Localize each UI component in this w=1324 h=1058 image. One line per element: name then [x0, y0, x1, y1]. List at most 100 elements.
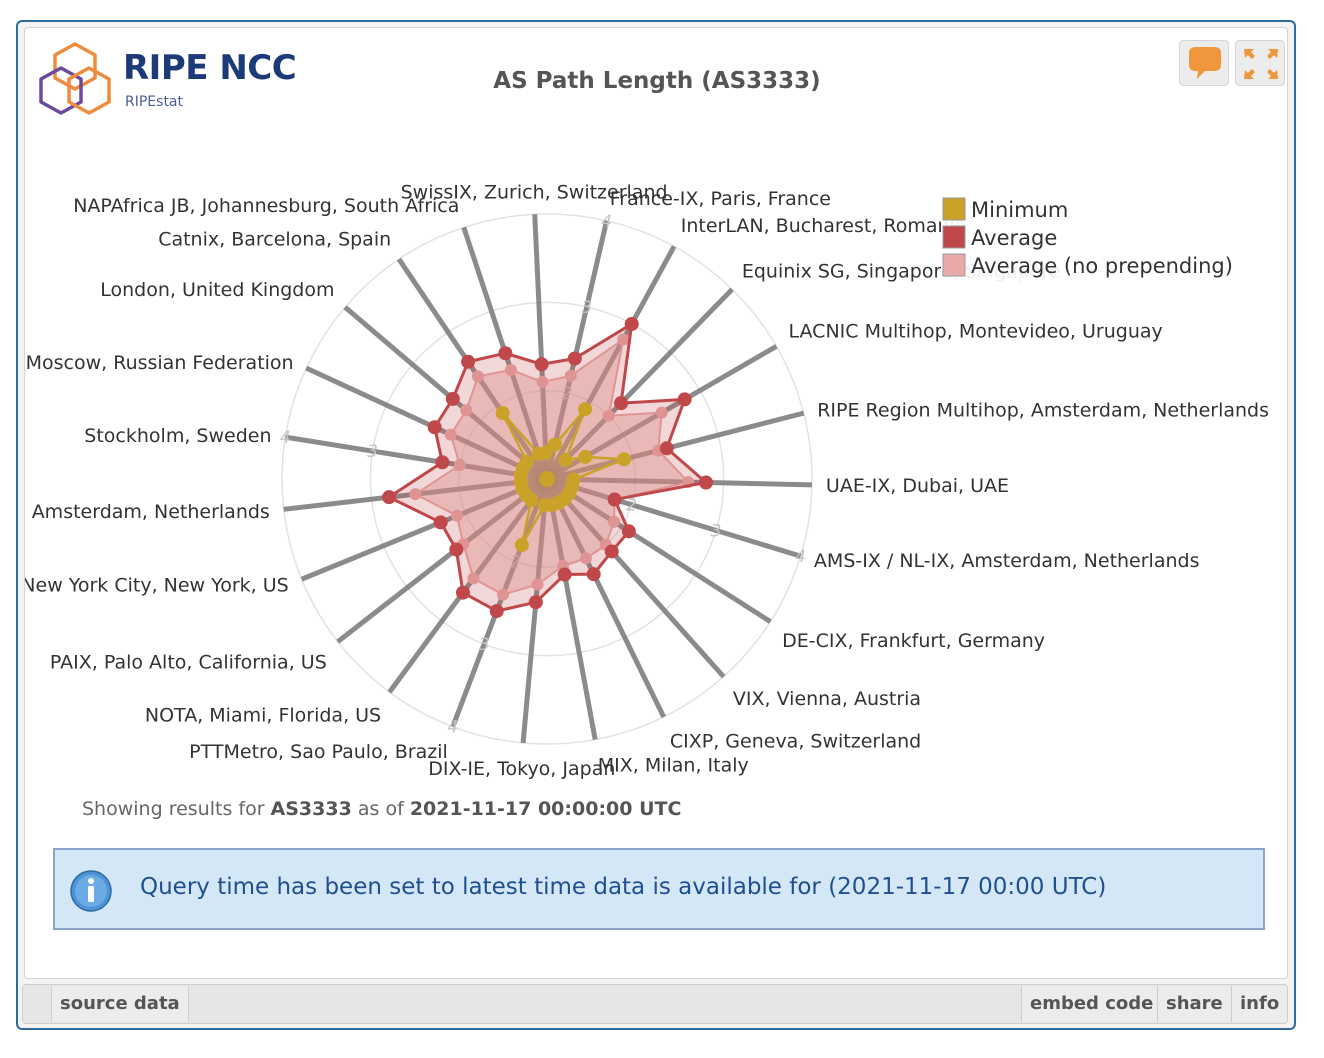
data-point	[528, 595, 543, 610]
data-point	[435, 455, 450, 470]
category-label: PTTMetro, Sao Paulo, Brazil	[189, 741, 448, 763]
axis-spoke	[336, 477, 549, 644]
widget-title: AS Path Length (AS3333)	[493, 68, 821, 94]
category-label: InterLAN, Bucharest, Romania	[681, 215, 967, 237]
expand-arrows-icon	[1244, 49, 1278, 79]
radial-tick-label: 3	[479, 635, 490, 655]
center-point	[539, 471, 555, 487]
category-label: DIX-IE, Tokyo, Japan	[428, 758, 615, 780]
data-point	[498, 346, 513, 361]
data-point	[564, 369, 577, 382]
info-icon	[70, 870, 112, 912]
source-data-button[interactable]: source data	[51, 986, 189, 1022]
axis-spoke	[284, 434, 548, 482]
data-point	[531, 578, 544, 591]
data-point	[614, 396, 629, 411]
data-point	[608, 515, 621, 528]
grid-ring	[281, 213, 813, 745]
fullscreen-button[interactable]	[1235, 40, 1285, 86]
data-point	[461, 354, 476, 369]
category-label: VIX, Vienna, Austria	[733, 688, 921, 710]
data-point	[453, 459, 466, 472]
data-point	[382, 490, 397, 505]
axis-spoke	[305, 365, 549, 482]
category-label: PAIX, Palo Alto, California, US	[50, 651, 327, 673]
category-label: Catnix, Barcelona, Spain	[158, 229, 391, 251]
data-point	[489, 604, 504, 619]
radial-tick-label: 4	[601, 212, 612, 232]
category-label: DE-CIX, Frankfurt, Germany	[782, 630, 1045, 652]
legend-swatch	[942, 197, 966, 221]
axis-spoke	[520, 478, 550, 744]
info-button[interactable]: info	[1231, 986, 1289, 1022]
data-point	[659, 441, 674, 456]
data-point	[579, 552, 592, 565]
data-point	[617, 333, 630, 346]
axis-spoke	[544, 220, 610, 480]
data-point	[409, 488, 422, 501]
category-label: RIPE Region Multihop, Amsterdam, Netherl…	[817, 400, 1269, 422]
legend-label: Average	[971, 226, 1057, 250]
data-point	[519, 454, 534, 469]
axis-spoke	[546, 410, 805, 482]
axis-spoke	[387, 477, 550, 694]
category-label: Amsterdam, Netherlands	[32, 501, 270, 523]
data-point	[607, 492, 622, 507]
legend-label: Minimum	[971, 198, 1068, 222]
radial-tick-label: 2	[626, 496, 637, 516]
data-point	[567, 351, 582, 366]
data-point	[455, 585, 470, 600]
data-point	[547, 437, 562, 452]
data-point	[677, 392, 692, 407]
share-button[interactable]: share	[1157, 986, 1232, 1022]
data-point	[602, 409, 615, 422]
data-point	[558, 453, 573, 468]
category-label: New York City, New York, US	[25, 574, 289, 596]
data-point	[578, 402, 593, 417]
radar-chart: 222233334444 France-IX, Paris, FranceInt…	[25, 181, 1269, 780]
logo-title: RIPE NCC	[123, 48, 297, 88]
radial-tick-label: 3	[711, 521, 722, 541]
axis-spoke	[544, 245, 677, 481]
radial-tick-label: 4	[447, 718, 458, 738]
axis-spoke	[343, 305, 549, 481]
radial-tick-label: 3	[367, 442, 378, 462]
axis-spoke	[545, 477, 726, 679]
data-point	[471, 370, 484, 383]
data-point	[467, 572, 480, 585]
data-point	[427, 420, 442, 435]
axis-spoke	[450, 478, 550, 728]
category-label: MIX, Milan, Italy	[598, 754, 749, 776]
data-point	[578, 449, 593, 464]
category-label: London, United Kingdom	[100, 279, 334, 301]
data-point	[495, 406, 510, 421]
results-timestamp: 2021-11-17 00:00:00 UTC	[409, 798, 682, 820]
legend-swatch	[942, 225, 966, 249]
legend-background	[941, 194, 1231, 282]
logo-subtitle: RIPEstat	[125, 94, 183, 110]
embed-code-button[interactable]: embed code	[1021, 986, 1163, 1022]
axis-spoke	[544, 478, 598, 741]
widget-panel: RIPE NCC RIPEstat AS Path Length (AS3333…	[24, 27, 1288, 979]
data-point	[504, 363, 517, 376]
data-point	[445, 391, 460, 406]
data-point	[586, 567, 601, 582]
category-label: Moscow, Russian Federation	[26, 352, 294, 374]
category-label: NAPAfrica JB, Johannesburg, South Africa	[73, 195, 459, 217]
data-point	[624, 316, 639, 331]
category-label: CIXP, Geneva, Switzerland	[670, 730, 921, 752]
category-label: France-IX, Paris, France	[610, 188, 831, 210]
radial-tick-label: 2	[510, 553, 521, 573]
category-label: Stockholm, Sweden	[84, 425, 271, 447]
radial-tick-label: 3	[581, 298, 592, 318]
axis-spoke	[546, 476, 802, 559]
radial-tick-label: 2	[561, 384, 572, 404]
legend-swatch	[942, 253, 966, 277]
axis-spoke	[300, 476, 548, 582]
feedback-button[interactable]	[1179, 40, 1229, 86]
widget-frame: RIPE NCC RIPEstat AS Path Length (AS3333…	[16, 20, 1296, 1030]
data-point	[444, 428, 457, 441]
data-point	[449, 542, 464, 557]
data-point	[538, 445, 553, 460]
notice-text: Query time has been set to latest time d…	[140, 874, 1107, 900]
